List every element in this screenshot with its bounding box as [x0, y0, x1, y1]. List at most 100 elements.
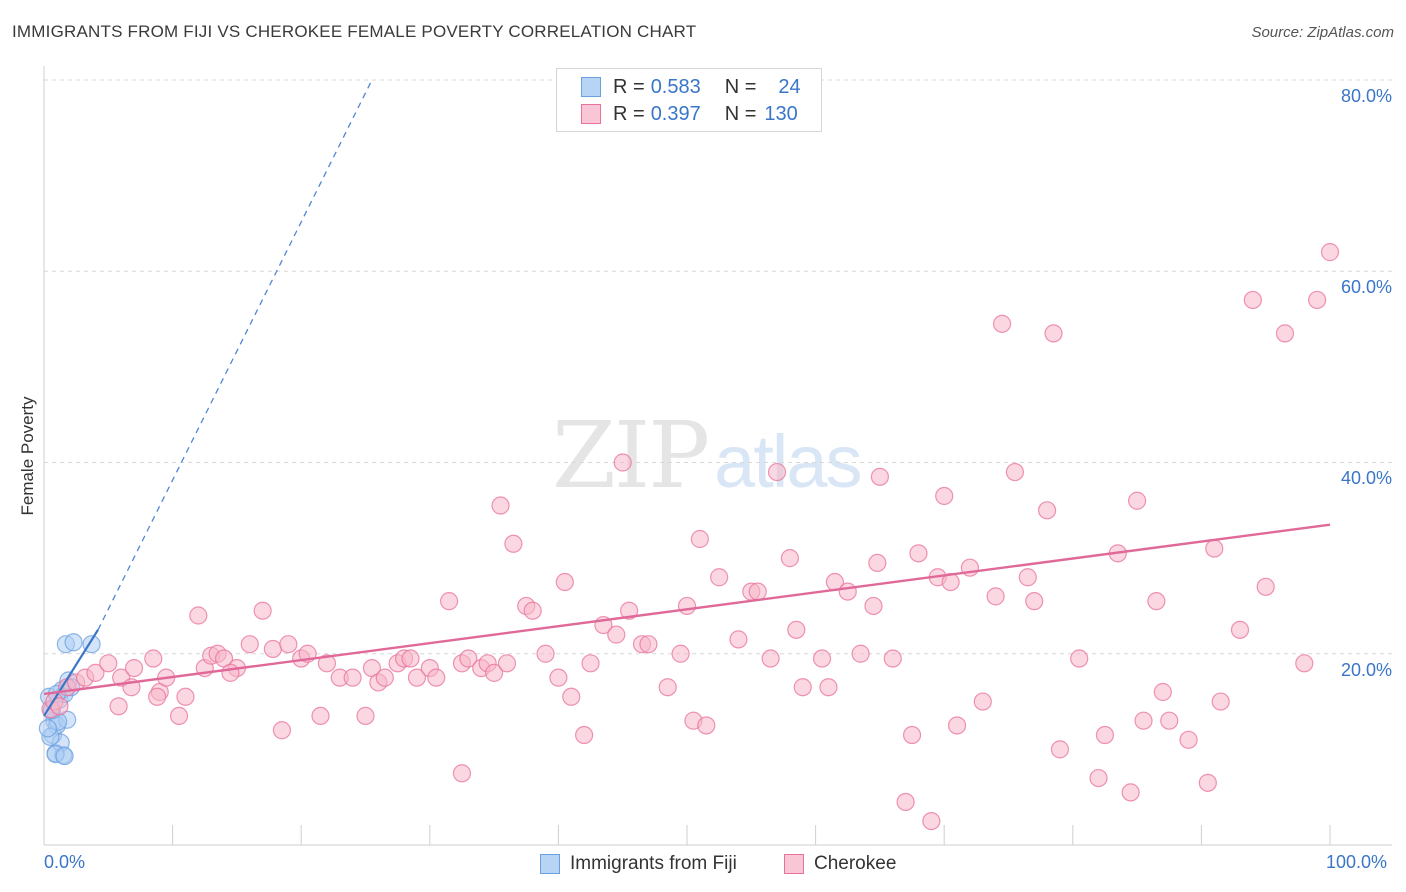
- cherokee-point: [729, 630, 748, 649]
- legend-n-label: N =: [724, 102, 757, 125]
- cherokee-point: [575, 725, 594, 745]
- cherokee-point: [343, 668, 362, 687]
- cherokee-point: [677, 596, 697, 616]
- cherokee-point: [240, 635, 259, 654]
- cherokee-point: [562, 687, 581, 706]
- cherokee-point: [1044, 324, 1063, 343]
- cherokee-trend-line: [43, 523, 1331, 696]
- cherokee-point: [253, 601, 272, 620]
- bottom-swatch-cherokee: [784, 854, 804, 874]
- cherokee-point: [851, 644, 870, 663]
- cherokee-point: [485, 663, 504, 682]
- cherokee-point: [427, 668, 446, 687]
- fiji-point: [38, 719, 57, 738]
- cherokee-point: [311, 706, 330, 726]
- cherokee-point: [1243, 290, 1262, 310]
- y-tick-60: 60.0%: [1340, 277, 1392, 297]
- cherokee-point: [1025, 592, 1044, 611]
- cherokee-point: [1018, 568, 1037, 587]
- cherokee-point: [620, 601, 639, 620]
- cherokee-point: [356, 706, 375, 726]
- legend-r-value-cherokee: 0.397: [650, 102, 701, 125]
- cherokee-point: [504, 534, 523, 553]
- cherokee-point: [787, 620, 806, 639]
- cherokee-point: [986, 587, 1005, 606]
- cherokee-point: [639, 635, 658, 654]
- fiji-point: [55, 746, 74, 766]
- legend-swatch-fiji: [581, 77, 601, 97]
- cherokee-point: [452, 764, 472, 783]
- cherokee-point: [710, 568, 729, 587]
- cherokee-point: [124, 658, 144, 678]
- cherokee-point: [407, 668, 427, 687]
- cherokee-point: [1205, 539, 1224, 558]
- cherokee-point: [883, 649, 902, 668]
- legend-row-cherokee: R = 0.397 N = 130: [581, 101, 798, 127]
- cherokee-point: [1153, 682, 1172, 702]
- cherokee-point: [870, 467, 890, 486]
- cherokee-point: [555, 572, 574, 592]
- cherokee-point: [549, 668, 568, 687]
- y-tick-40: 40.0%: [1340, 468, 1392, 488]
- bottom-legend-cherokee: Cherokee: [784, 852, 896, 876]
- y-tick-20: 20.0%: [1340, 660, 1392, 680]
- cherokee-point: [1256, 577, 1275, 596]
- cherokee-point: [1037, 501, 1057, 520]
- legend-row-fiji: R = 0.583 N = 24: [581, 74, 801, 100]
- x-tick-max: 100.0%: [1326, 852, 1388, 872]
- cherokee-point: [838, 582, 857, 601]
- cherokee-point: [99, 654, 118, 673]
- x-tick-min: 0.0%: [44, 852, 86, 872]
- cherokee-point: [272, 721, 292, 740]
- cherokee-point: [1050, 740, 1070, 759]
- cherokee-point: [658, 678, 677, 697]
- cherokee-point: [1275, 324, 1295, 343]
- cherokee-point: [902, 725, 922, 745]
- cherokee-point: [189, 606, 208, 625]
- cherokee-point: [1134, 711, 1153, 730]
- correlation-legend: R = 0.583 N = 24 R = 0.397 N = 130: [556, 68, 822, 132]
- cherokee-point: [144, 649, 163, 668]
- cherokee-point: [459, 649, 478, 668]
- cherokee-point: [221, 663, 240, 682]
- cherokee-point: [581, 654, 600, 673]
- cherokee-point: [1295, 654, 1314, 673]
- y-axis-label: Female Poverty: [18, 396, 37, 516]
- cherokee-point: [761, 649, 780, 668]
- cherokee-point: [896, 792, 915, 812]
- cherokee-point: [176, 687, 195, 706]
- cherokee-point: [793, 678, 812, 697]
- cherokee-point: [812, 649, 832, 668]
- cherokee-point: [1095, 725, 1115, 745]
- y-tick-80: 80.0%: [1340, 86, 1392, 106]
- cherokee-point: [1070, 649, 1089, 668]
- cherokee-point: [868, 553, 887, 573]
- cherokee-point: [1005, 462, 1025, 482]
- fiji-point: [64, 633, 83, 652]
- legend-r-value-fiji: 0.583: [650, 75, 701, 98]
- cherokee-point: [491, 496, 510, 515]
- fiji-trend-extension: [97, 79, 373, 631]
- cherokee-point: [1320, 243, 1340, 262]
- cherokee-point: [439, 592, 459, 611]
- legend-n-value-fiji: 24: [778, 75, 801, 98]
- cherokee-point: [780, 549, 799, 568]
- cherokee-point: [947, 716, 967, 735]
- legend-n-value-cherokee: 130: [764, 102, 798, 125]
- cherokee-point: [864, 596, 883, 616]
- cherokee-point: [922, 811, 941, 831]
- source-label: Source: ZipAtlas.com: [1251, 24, 1394, 41]
- cherokee-point: [748, 582, 767, 601]
- cherokee-point: [86, 663, 105, 682]
- legend-r-label: R =: [613, 75, 645, 98]
- cherokee-point: [1179, 730, 1198, 749]
- legend-swatch-cherokee: [581, 104, 601, 124]
- cherokee-point: [1198, 773, 1217, 792]
- cherokee-point: [935, 486, 954, 506]
- cherokee-point: [148, 687, 167, 706]
- cherokee-point: [1089, 768, 1108, 788]
- cherokee-point: [1127, 491, 1147, 510]
- cherokee-point: [401, 649, 420, 668]
- cherokee-point: [992, 314, 1012, 333]
